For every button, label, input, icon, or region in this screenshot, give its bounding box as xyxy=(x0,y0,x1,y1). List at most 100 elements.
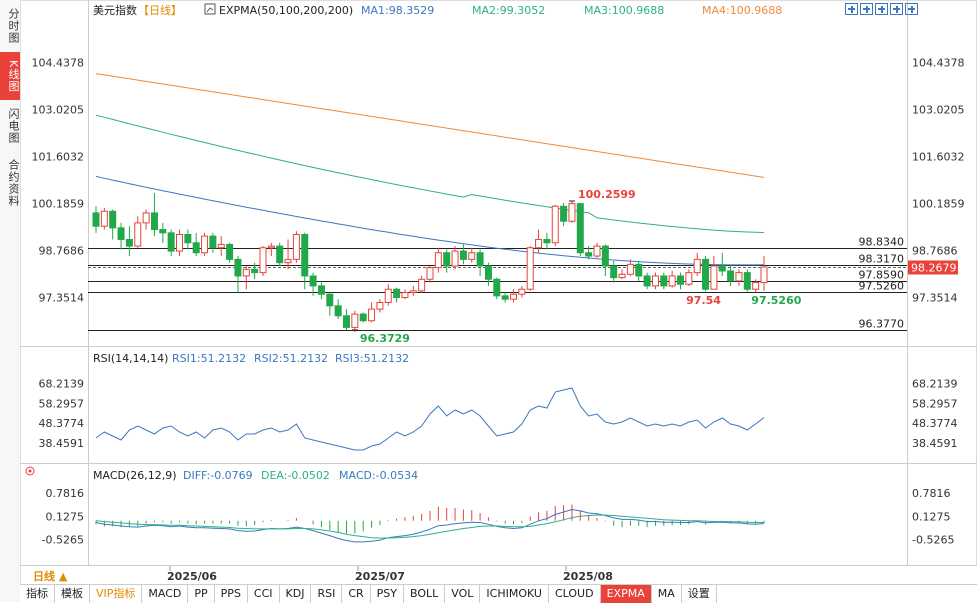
candle xyxy=(109,209,117,240)
instrument-title: 美元指数 xyxy=(93,3,137,17)
price-tick-right: 104.4378 xyxy=(912,56,965,69)
reset-view-icon[interactable] xyxy=(905,3,918,15)
toolbar-item[interactable]: EXPMA xyxy=(600,585,652,603)
candle xyxy=(184,229,192,250)
candle xyxy=(518,285,526,298)
bottom-period-selector[interactable]: 日线 ▲ xyxy=(33,569,68,583)
rsi-tick-left: 48.3774 xyxy=(39,417,85,430)
candle xyxy=(326,292,334,316)
candle xyxy=(727,264,735,286)
rsi-tick-right: 38.4591 xyxy=(912,437,958,450)
toolbar-item[interactable]: CLOUD xyxy=(549,585,601,603)
level-line-label: 98.8340 xyxy=(859,236,905,249)
ma1-value: MA1:98.3529 xyxy=(361,4,434,17)
price-tick-right: 98.7686 xyxy=(912,244,958,257)
sidebar-tab-contract-info[interactable]: 合约资料 xyxy=(7,159,20,207)
level-line-label: 97.8590 xyxy=(859,269,905,282)
ema-line-ma3 xyxy=(95,73,765,178)
rsi-tick-left: 58.2957 xyxy=(39,397,85,410)
candle xyxy=(259,246,267,276)
candle xyxy=(309,272,317,296)
move-left-icon[interactable] xyxy=(875,3,888,15)
rsi-tick-left: 68.2139 xyxy=(39,378,85,391)
toolbar-item[interactable]: RSI xyxy=(311,585,343,603)
candle xyxy=(343,309,350,331)
rsi-tick-right: 68.2139 xyxy=(912,378,958,391)
toolbar-item[interactable]: KDJ xyxy=(280,585,312,603)
candle xyxy=(476,249,484,276)
toolbar-item[interactable]: 指标 xyxy=(20,585,55,603)
macd-hist-value: MACD:-0.0534 xyxy=(339,469,418,482)
price-tick-right: 97.3514 xyxy=(912,291,958,304)
candle xyxy=(468,247,476,263)
candle xyxy=(735,269,743,286)
rsi-tick-right: 48.3774 xyxy=(912,417,958,430)
candle xyxy=(560,202,568,227)
zoom-out-icon[interactable] xyxy=(860,3,873,15)
candle xyxy=(167,229,175,257)
macd-tick-left: 0.1275 xyxy=(46,510,85,523)
macd-dea-line xyxy=(95,514,764,539)
rsi-tick-right: 58.2957 xyxy=(912,397,958,410)
current-price-badge xyxy=(908,260,958,275)
macd-tick-right: 0.7816 xyxy=(912,487,951,500)
sidebar-tab-kline[interactable]: K线图 xyxy=(0,52,20,100)
price-tick-left: 97.3514 xyxy=(39,291,85,304)
candle xyxy=(585,246,593,260)
toolbar-item[interactable]: VOL xyxy=(445,585,481,603)
price-tick-left: 104.4378 xyxy=(32,56,85,69)
candle xyxy=(301,232,309,290)
candle xyxy=(451,246,459,270)
toolbar-item[interactable]: BOLL xyxy=(404,585,446,603)
candle xyxy=(359,312,367,323)
candle xyxy=(176,229,183,257)
macd-settings-icon[interactable] xyxy=(25,466,35,476)
candle xyxy=(192,232,200,257)
candle xyxy=(743,269,751,292)
candle xyxy=(226,242,234,263)
move-right-icon[interactable] xyxy=(890,3,903,15)
price-tick-left: 100.1859 xyxy=(32,197,85,210)
candle xyxy=(668,270,676,288)
macd-tick-right: 0.1275 xyxy=(912,510,951,523)
macd-name: MACD(26,12,9) xyxy=(93,469,177,482)
macd-tick-left: 0.7816 xyxy=(46,487,85,500)
toolbar-item[interactable]: ICHIMOKU xyxy=(480,585,549,603)
price-tick-right: 101.6032 xyxy=(912,150,965,163)
macd-tick-right: -0.5265 xyxy=(912,533,954,546)
indicator-settings-icon[interactable] xyxy=(204,3,216,15)
toolbar-item[interactable]: PP xyxy=(188,585,215,603)
candle xyxy=(251,262,259,280)
candle xyxy=(234,256,242,293)
toolbar-item[interactable]: 模板 xyxy=(55,585,90,603)
toolbar-item[interactable]: MACD xyxy=(142,585,189,603)
candle xyxy=(409,285,417,296)
candle xyxy=(660,272,668,290)
rsi-line xyxy=(95,387,765,451)
candle xyxy=(443,249,451,273)
toolbar-item[interactable]: PSY xyxy=(371,585,405,603)
zoom-in-icon[interactable] xyxy=(845,3,858,15)
toolbar-item[interactable]: VIP指标 xyxy=(90,585,143,603)
current-price-label: 98.2679 xyxy=(911,262,957,275)
candle xyxy=(426,266,434,283)
candle xyxy=(217,236,225,257)
toolbar-item[interactable]: MA xyxy=(652,585,682,603)
candle xyxy=(635,261,643,281)
candle xyxy=(401,289,409,300)
candle xyxy=(418,275,426,293)
sidebar-tab-timeshare[interactable]: 分时图 xyxy=(7,8,20,44)
period-label[interactable]: 【日线】 xyxy=(138,3,182,17)
candle xyxy=(543,232,551,250)
ma3-value: MA3:100.9688 xyxy=(584,4,664,17)
toolbar-item[interactable]: PPS xyxy=(215,585,248,603)
toolbar-item[interactable]: CR xyxy=(342,585,371,603)
level-line-label: 97.5260 xyxy=(859,280,905,293)
level-line-label: 98.3170 xyxy=(859,253,905,266)
candle xyxy=(393,287,401,303)
candle xyxy=(651,272,659,290)
candle xyxy=(493,277,501,300)
toolbar-item[interactable]: CCI xyxy=(248,585,280,603)
sidebar-tab-flash[interactable]: 闪电图 xyxy=(7,108,20,144)
toolbar-item[interactable]: 设置 xyxy=(682,585,717,603)
